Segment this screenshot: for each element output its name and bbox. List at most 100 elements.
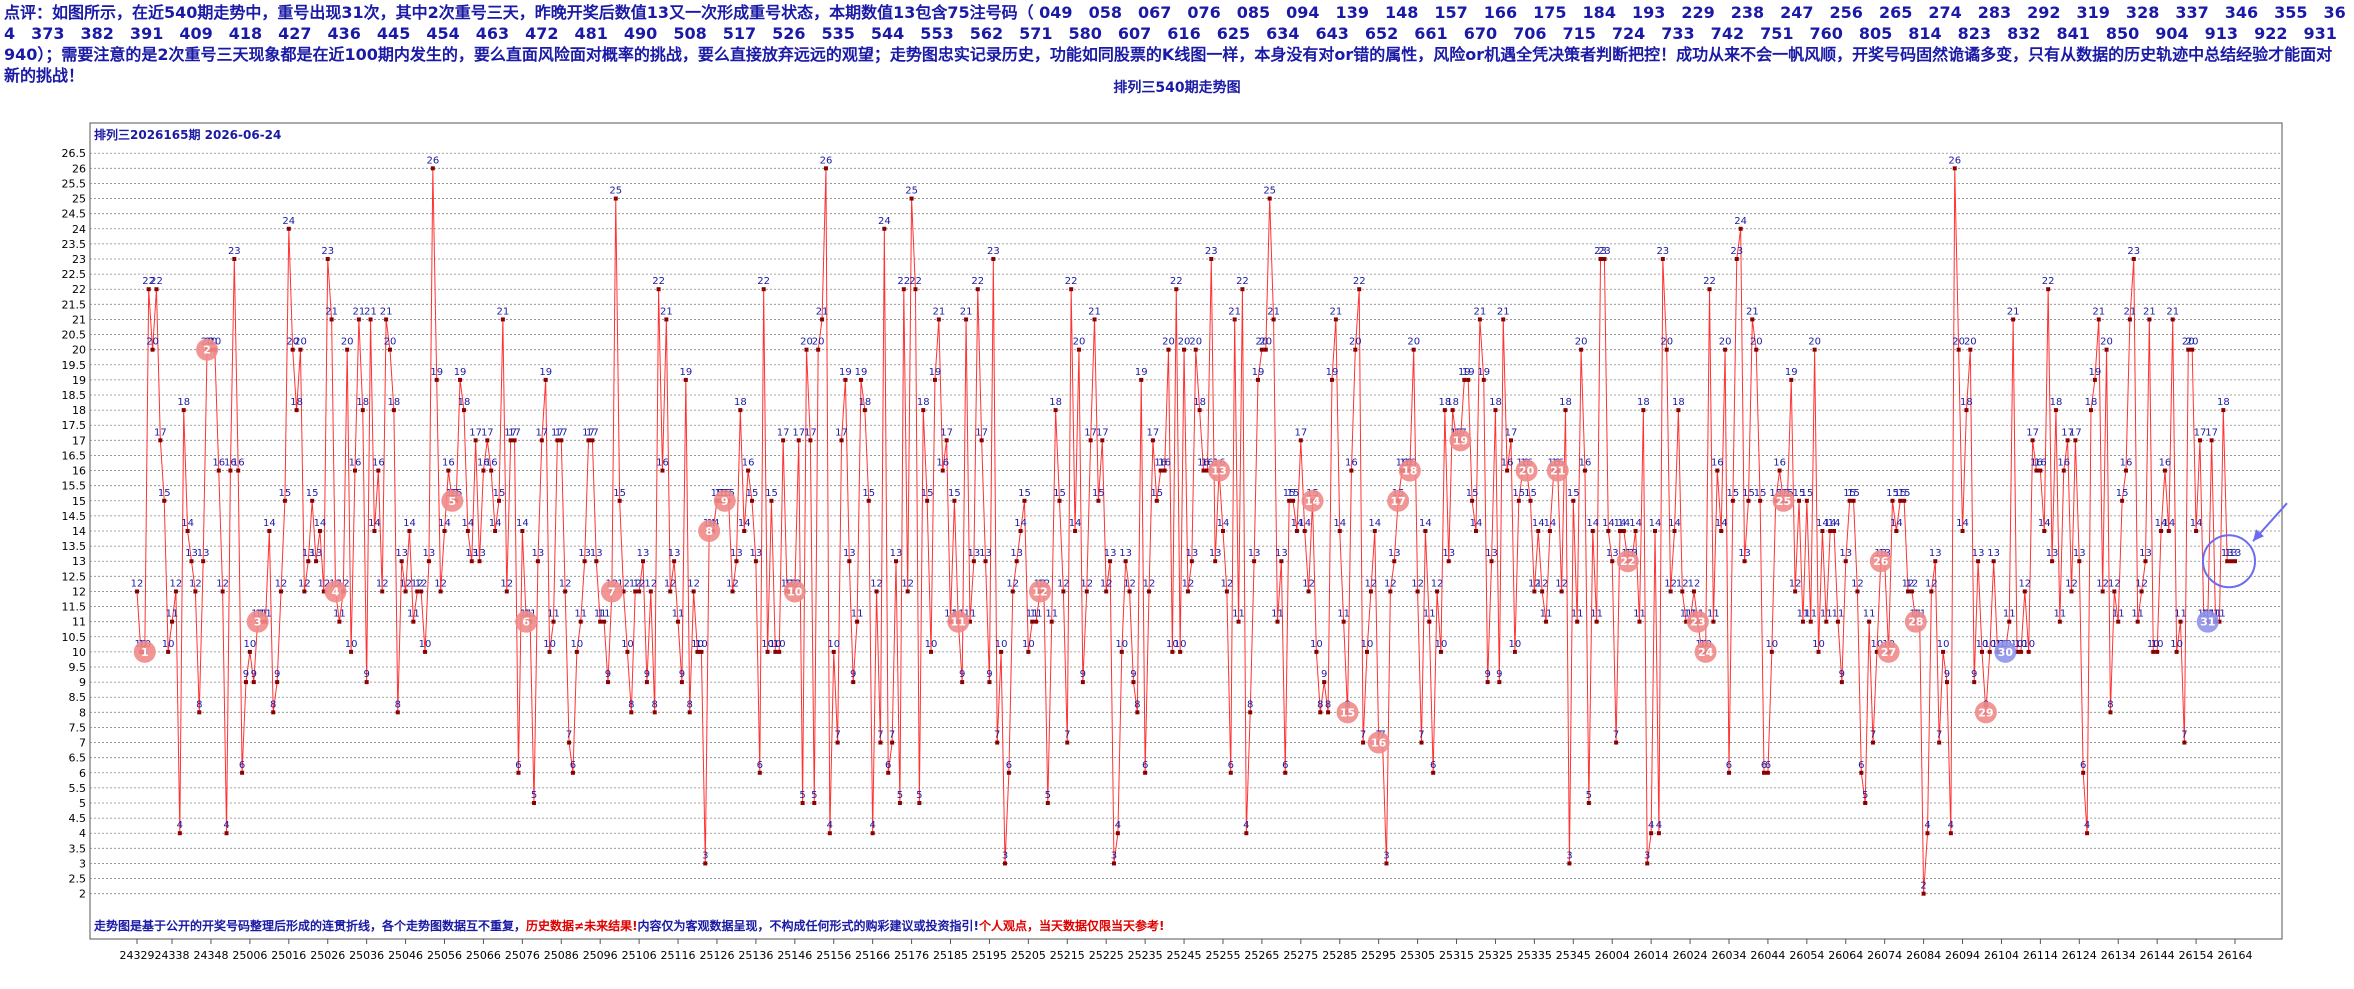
point bbox=[1213, 559, 1218, 564]
point bbox=[1450, 408, 1455, 413]
value-label: 11 bbox=[1590, 609, 1603, 620]
footer-part: 走势图是基于公开的开奖号码整理后形成的连贯折线，各个走势图数据互不重复， bbox=[94, 918, 526, 933]
repeat-number: 3 bbox=[254, 616, 262, 629]
repeat-marker bbox=[698, 520, 721, 542]
point bbox=[481, 468, 486, 473]
value-label: 11 bbox=[333, 609, 346, 620]
y-tick-label: 12 bbox=[72, 585, 86, 598]
value-label: 16 bbox=[477, 458, 490, 469]
point bbox=[1606, 529, 1611, 533]
point bbox=[442, 529, 447, 533]
x-tick-label: 25275 bbox=[1283, 949, 1318, 962]
point bbox=[746, 468, 751, 473]
point bbox=[617, 498, 622, 503]
value-label: 17 bbox=[469, 427, 482, 438]
value-label: 11 bbox=[1633, 609, 1646, 620]
point bbox=[2174, 649, 2179, 654]
point bbox=[325, 257, 330, 261]
value-label: 7 bbox=[1418, 730, 1424, 741]
point bbox=[535, 559, 540, 564]
value-label: 6 bbox=[239, 760, 245, 771]
point bbox=[1684, 619, 1689, 624]
point bbox=[2034, 468, 2039, 473]
point bbox=[800, 801, 805, 805]
value-label: 10 bbox=[1022, 639, 1035, 650]
point bbox=[765, 649, 770, 654]
point bbox=[2209, 438, 2214, 443]
value-label: 10 bbox=[925, 639, 938, 650]
point bbox=[1723, 347, 1728, 352]
point bbox=[1170, 649, 1175, 654]
value-label: 20 bbox=[1259, 337, 1272, 348]
y-tick-label: 13.5 bbox=[62, 540, 87, 553]
point bbox=[1477, 317, 1482, 322]
value-label: 20 bbox=[1349, 337, 1362, 348]
value-label: 7 bbox=[1936, 730, 1942, 741]
point bbox=[1287, 498, 1292, 503]
point bbox=[1976, 559, 1981, 564]
y-tick-label: 5.5 bbox=[69, 782, 87, 795]
x-tick-label: 24329 bbox=[120, 949, 155, 962]
y-tick-label: 19 bbox=[72, 374, 86, 387]
value-label: 10 bbox=[1174, 639, 1187, 650]
point bbox=[197, 710, 202, 715]
point bbox=[1847, 498, 1852, 503]
value-label: 11 bbox=[2003, 609, 2016, 620]
point bbox=[251, 680, 256, 685]
value-label: 23 bbox=[228, 246, 241, 257]
value-label: 22 bbox=[757, 276, 770, 287]
point bbox=[1197, 408, 1202, 413]
value-label: 26 bbox=[820, 155, 833, 166]
point bbox=[2081, 770, 2086, 775]
value-label: 9 bbox=[850, 669, 856, 680]
value-label: 13 bbox=[1209, 548, 1222, 559]
value-label: 4 bbox=[869, 820, 875, 831]
value-label: 21 bbox=[1088, 306, 1101, 317]
point bbox=[1742, 559, 1747, 564]
point bbox=[2124, 468, 2129, 473]
value-label: 16 bbox=[442, 458, 455, 469]
point bbox=[605, 680, 610, 685]
value-label: 10 bbox=[570, 639, 583, 650]
y-tick-label: 4.5 bbox=[69, 812, 87, 825]
point bbox=[2233, 559, 2237, 564]
value-label: 12 bbox=[399, 578, 412, 589]
point bbox=[185, 529, 190, 533]
value-label: 12 bbox=[189, 578, 202, 589]
point bbox=[1874, 649, 1879, 654]
repeat-marker bbox=[133, 640, 156, 663]
value-label: 11 bbox=[1863, 609, 1876, 620]
value-label: 21 bbox=[1497, 306, 1510, 317]
x-tick-label: 25185 bbox=[933, 949, 968, 962]
point bbox=[1080, 680, 1085, 685]
value-label: 15 bbox=[279, 488, 292, 499]
point bbox=[703, 861, 708, 866]
value-label: 17 bbox=[777, 427, 790, 438]
value-label: 14 bbox=[1298, 518, 1311, 529]
point bbox=[201, 559, 206, 564]
value-label: 24 bbox=[1734, 216, 1747, 227]
x-tick-label: 26124 bbox=[2062, 949, 2097, 962]
point bbox=[812, 801, 817, 805]
value-label: 17 bbox=[1294, 427, 1307, 438]
x-tick-label: 25195 bbox=[972, 949, 1007, 962]
value-label: 19 bbox=[1785, 367, 1798, 378]
point bbox=[2096, 317, 2101, 322]
point bbox=[1707, 287, 1712, 292]
chart-subtitle: 排列三2026165期 2026-06-24 bbox=[94, 127, 281, 142]
value-label: 16 bbox=[212, 458, 225, 469]
x-tick-label: 25036 bbox=[349, 949, 384, 962]
value-label: 8 bbox=[270, 699, 276, 710]
x-tick-label: 25076 bbox=[505, 949, 540, 962]
point bbox=[1252, 559, 1257, 564]
point bbox=[1333, 317, 1338, 322]
repeat-number: 2 bbox=[203, 344, 211, 357]
point bbox=[917, 801, 922, 805]
value-label: 14 bbox=[461, 518, 474, 529]
value-label: 13 bbox=[1972, 548, 1985, 559]
point bbox=[1937, 740, 1942, 745]
y-tick-label: 17.5 bbox=[62, 419, 87, 432]
point bbox=[1532, 589, 1537, 594]
repeat-marker bbox=[783, 580, 806, 603]
